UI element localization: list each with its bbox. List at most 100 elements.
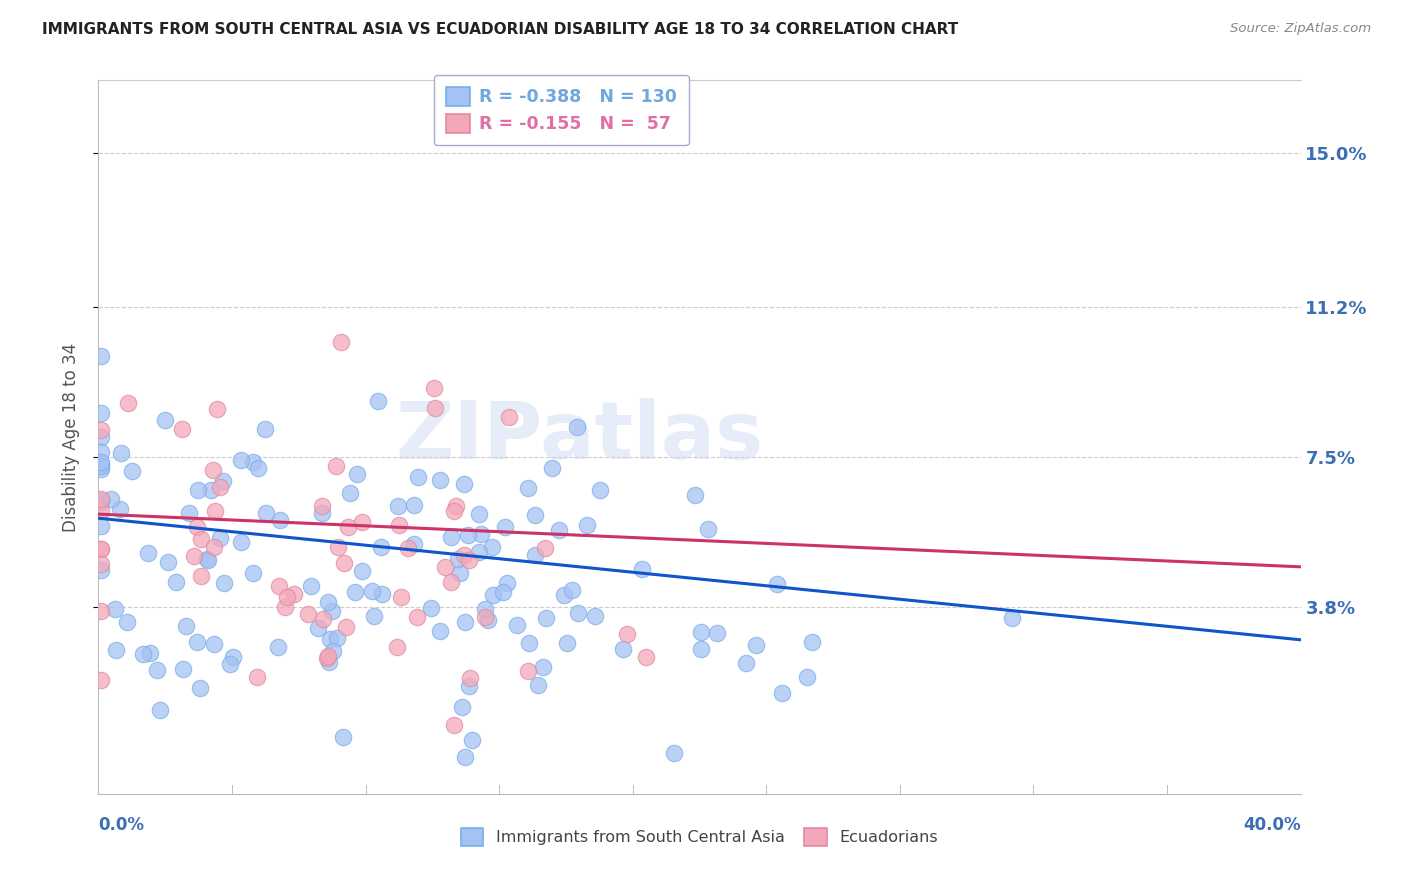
Point (567, 606, 589, 620)
Point (104, 642, 127, 657)
Point (253, 422, 276, 436)
Point (146, 664, 169, 678)
Point (208, 480, 231, 494)
Point (269, 579, 291, 593)
Point (360, 583, 382, 598)
Point (110, 446, 132, 460)
Legend: Immigrants from South Central Asia, Ecuadorians: Immigrants from South Central Asia, Ecua… (453, 821, 946, 854)
Point (139, 647, 162, 661)
Point (616, 627, 638, 641)
Point (316, 648, 339, 663)
Point (553, 588, 575, 602)
Point (371, 587, 394, 601)
Point (350, 565, 373, 579)
Point (269, 512, 291, 526)
Point (90, 457, 112, 471)
Point (444, 499, 467, 513)
Point (396, 541, 419, 556)
Point (121, 464, 143, 478)
Point (453, 477, 475, 491)
Point (524, 548, 547, 562)
Point (474, 609, 496, 624)
Point (90, 495, 112, 509)
Point (187, 483, 209, 497)
Point (423, 381, 446, 395)
Point (457, 528, 479, 542)
Point (468, 507, 491, 521)
Point (283, 587, 305, 601)
Point (405, 610, 427, 624)
Point (492, 584, 515, 599)
Point (548, 523, 571, 537)
Point (316, 651, 339, 665)
Point (344, 585, 367, 599)
Point (517, 636, 540, 650)
Point (153, 413, 176, 427)
Point (204, 504, 226, 518)
Point (482, 588, 505, 602)
Point (402, 537, 425, 551)
Point (534, 541, 557, 556)
Point (209, 531, 232, 545)
Point (90, 458, 112, 473)
Point (172, 662, 194, 676)
Point (567, 420, 589, 434)
Y-axis label: Disability Age 18 to 34: Disability Age 18 to 34 (62, 343, 80, 532)
Point (177, 506, 200, 520)
Point (90, 462, 112, 476)
Point (190, 681, 212, 696)
Point (443, 718, 465, 732)
Point (329, 335, 352, 350)
Point (117, 396, 139, 410)
Point (481, 540, 503, 554)
Point (541, 460, 564, 475)
Point (443, 503, 465, 517)
Point (90, 604, 112, 618)
Point (335, 620, 357, 634)
Point (612, 642, 634, 657)
Point (336, 520, 359, 534)
Text: ZIPatlas: ZIPatlas (395, 398, 763, 476)
Point (690, 641, 713, 656)
Point (429, 473, 451, 487)
Point (387, 499, 409, 513)
Point (131, 647, 153, 661)
Point (186, 519, 208, 533)
Point (419, 601, 441, 615)
Point (108, 502, 131, 516)
Point (429, 624, 451, 638)
Point (90, 504, 112, 518)
Point (498, 410, 520, 425)
Point (458, 671, 481, 685)
Point (90, 406, 112, 420)
Point (297, 607, 319, 621)
Point (683, 488, 706, 502)
Point (157, 555, 180, 569)
Point (318, 655, 340, 669)
Point (183, 549, 205, 563)
Text: 0.0%: 0.0% (98, 816, 145, 834)
Point (387, 640, 409, 654)
Point (449, 566, 471, 581)
Point (425, 401, 447, 415)
Point (202, 463, 225, 477)
Point (274, 600, 297, 615)
Point (339, 485, 361, 500)
Point (90, 429, 112, 443)
Point (506, 618, 529, 632)
Point (311, 499, 333, 513)
Point (468, 545, 491, 559)
Point (454, 615, 477, 629)
Point (474, 602, 496, 616)
Point (200, 483, 222, 497)
Point (138, 546, 160, 560)
Point (402, 498, 425, 512)
Point (575, 518, 598, 533)
Point (202, 637, 225, 651)
Point (631, 562, 654, 576)
Point (90, 349, 112, 363)
Point (115, 615, 138, 629)
Point (170, 421, 193, 435)
Point (212, 576, 235, 591)
Point (363, 608, 385, 623)
